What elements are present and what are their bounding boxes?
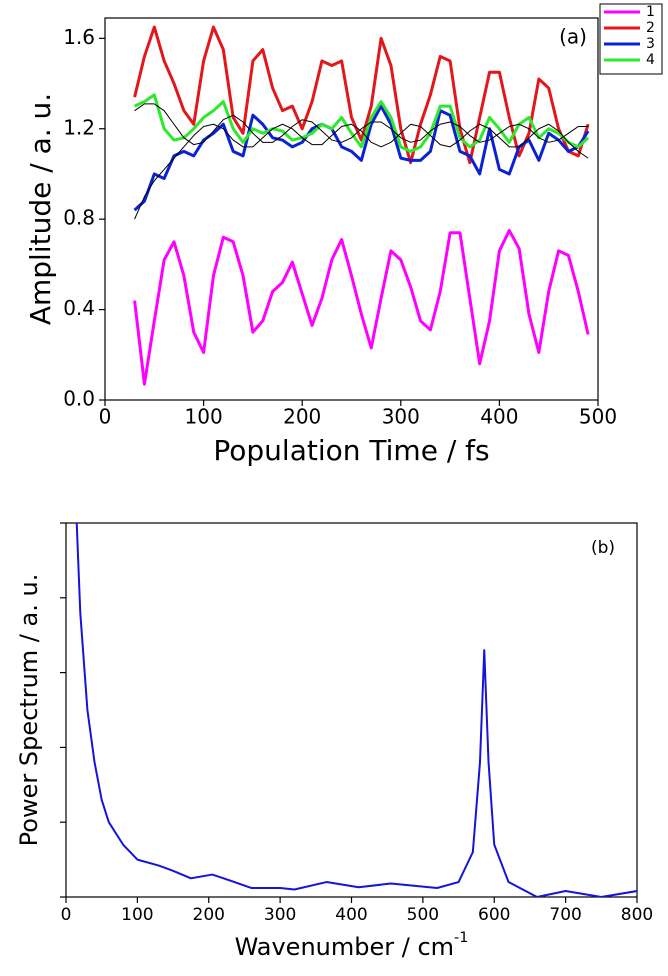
y-tick-label: 0.4 [63,296,95,320]
x-tick-label: 0 [61,905,72,925]
x-tick-label: 700 [549,905,581,925]
y-tick-label: 0.8 [63,206,95,230]
y-axis-label: Amplitude / a. u. [24,93,57,325]
x-axis-label: Population Time / fs [213,434,489,467]
series-line [133,93,590,153]
y-tick-label: 1.2 [63,115,95,139]
fit-line [134,123,589,220]
x-tick-label: 200 [193,905,225,925]
series-line [133,228,590,386]
y-axis-label: Power Spectrum / a. u. [15,574,43,847]
x-tick-label: 0 [99,405,112,429]
legend-label: 2 [646,20,655,36]
x-tick-label: 500 [579,405,617,429]
plot-area [75,523,637,897]
x-tick-label: 500 [407,905,439,925]
legend-box [599,3,663,75]
x-axis-label: Wavenumber / cm-1 [235,930,469,961]
annotation: (a) [559,25,587,49]
y-tick-label: 1.6 [63,25,95,49]
fit-line [134,103,589,146]
x-tick-label: 200 [283,405,321,429]
x-tick-label: 300 [264,905,296,925]
x-tick-label: 800 [621,905,653,925]
x-tick-label: 600 [478,905,510,925]
plot-frame [65,522,638,898]
x-tick-label: 400 [480,405,518,429]
series-line [133,25,590,165]
x-axis-label-text: Population Time / fs [213,434,489,467]
plot-area [133,25,590,386]
legend-label: 4 [646,52,655,68]
x-axis-label-superscript: -1 [454,930,468,946]
x-axis-label-text: Wavenumber / cm [235,933,454,961]
x-tick-label: 100 [121,905,153,925]
x-tick-label: 300 [382,405,420,429]
annotation: (b) [591,538,615,558]
fit-line [75,523,637,897]
legend-label: 3 [646,36,655,52]
plot-frame [104,17,599,401]
x-tick-label: 400 [335,905,367,925]
legend-label: 1 [646,4,655,20]
x-tick-label: 100 [185,405,223,429]
y-tick-label: 0.0 [63,387,95,411]
